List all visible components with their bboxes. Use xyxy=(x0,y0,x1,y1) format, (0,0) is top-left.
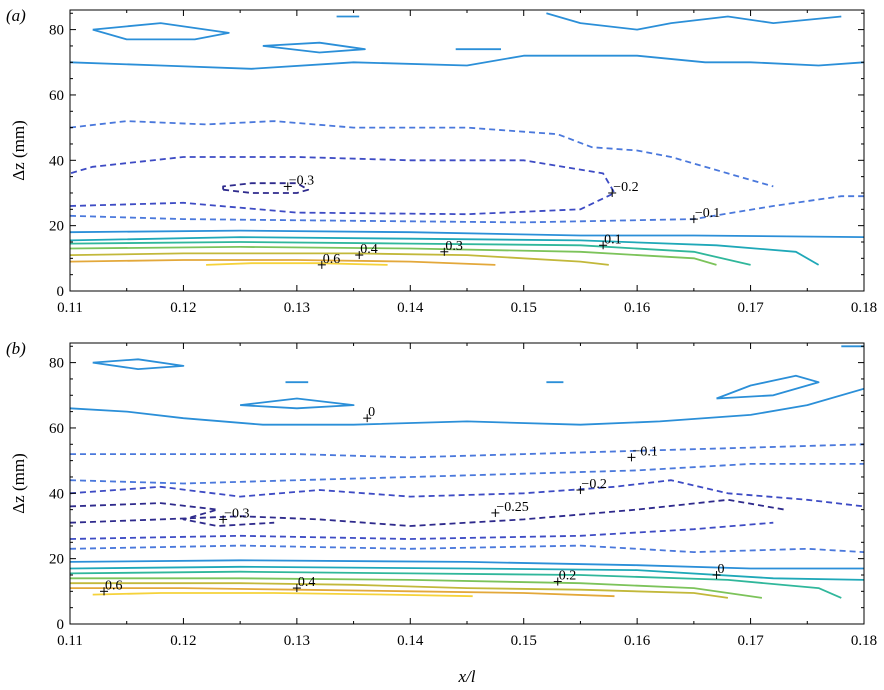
contour-line xyxy=(92,22,230,41)
y-axis-title: Δz (mm) xyxy=(9,120,28,181)
contour-line xyxy=(70,582,729,599)
y-tick-label: 20 xyxy=(49,219,64,235)
contour-line xyxy=(70,498,785,527)
x-tick-label: 0.18 xyxy=(851,300,877,316)
contour-line xyxy=(70,570,842,599)
x-tick-label: 0.12 xyxy=(170,633,196,649)
y-tick-label: 60 xyxy=(49,88,64,104)
y-tick-label: 0 xyxy=(57,284,65,300)
contour-label: 0.4 xyxy=(360,242,378,257)
x-tick-label: 0.13 xyxy=(284,633,310,649)
contour-line xyxy=(222,182,310,194)
contour-line xyxy=(70,443,864,459)
contour-line xyxy=(70,521,774,540)
contour-lines xyxy=(70,345,864,599)
contour-line xyxy=(70,195,864,224)
y-tick-label: 60 xyxy=(49,421,64,437)
panel-a: 0.11 0.12 0.13 0.14 0.15 0.16 0.17 0.18 0 20 40 60 8… xyxy=(6,6,877,316)
x-tick-label: 0.15 xyxy=(511,300,537,316)
contour-label: −0.1 xyxy=(632,444,657,459)
contour-line xyxy=(92,592,473,598)
contour-label: −0.1 xyxy=(695,206,720,221)
y-tick-label: 80 xyxy=(49,356,64,372)
contour-line xyxy=(70,587,615,598)
contour-lines xyxy=(70,12,864,266)
contour-line xyxy=(70,565,864,581)
contour-line xyxy=(70,252,609,266)
y-axis-title: Δz (mm) xyxy=(9,453,28,514)
y-tick-label: 40 xyxy=(49,486,64,502)
contour-line xyxy=(70,246,717,266)
contour-label: 0.2 xyxy=(559,569,577,584)
contour-line xyxy=(70,236,820,266)
x-tick-label: 0.12 xyxy=(170,300,196,316)
contour-line xyxy=(262,41,366,54)
contour-line xyxy=(70,463,864,485)
contour-label: −0.2 xyxy=(581,477,606,492)
y-tick-label: 0 xyxy=(57,617,65,633)
contour-line xyxy=(70,577,763,599)
contour-line xyxy=(70,156,616,216)
contour-line xyxy=(70,229,864,238)
contour-label: 0.6 xyxy=(323,252,341,267)
y-tick-label: 40 xyxy=(49,153,64,169)
contour-label: 0.3 xyxy=(445,239,463,254)
x-tick-label: 0.16 xyxy=(624,633,651,649)
x-tick-label: 0.17 xyxy=(737,300,764,316)
contour-label: −0.3 xyxy=(289,173,314,188)
contour-line xyxy=(70,502,275,527)
contour-line xyxy=(716,374,820,400)
x-tick-label: 0.14 xyxy=(397,633,424,649)
contour-line xyxy=(70,559,864,570)
contour-line xyxy=(92,358,185,370)
x-tick-label: 0.16 xyxy=(624,300,651,316)
contour-line xyxy=(239,397,355,410)
y-tick-label: 20 xyxy=(49,552,64,568)
x-tick-label: 0.11 xyxy=(57,300,83,316)
x-tick-label: 0.17 xyxy=(737,633,764,649)
panel-label: (a) xyxy=(6,6,26,25)
x-tick-label: 0.18 xyxy=(851,633,877,649)
contour-line xyxy=(70,387,864,426)
contour-label: 0 xyxy=(718,562,725,577)
contour-label: −0.25 xyxy=(496,500,528,515)
y-tick-label: 80 xyxy=(49,23,64,39)
contour-label: −0.3 xyxy=(224,506,249,521)
panel-label: (b) xyxy=(6,339,26,358)
contour-line xyxy=(70,479,864,508)
x-tick-label: 0.15 xyxy=(511,633,537,649)
contour-line xyxy=(70,241,751,266)
contour-label: 0 xyxy=(368,405,375,420)
contour-line xyxy=(70,544,864,553)
x-tick-label: 0.11 xyxy=(57,633,83,649)
contour-label: 0.4 xyxy=(298,575,316,590)
contour-line xyxy=(70,259,496,266)
contour-line xyxy=(70,120,774,188)
x-axis-title: x/l xyxy=(458,667,476,686)
panel-b: 0.11 0.12 0.13 0.14 0.15 0.16 0.17 0.18 0 20 40 60 8… xyxy=(6,339,877,686)
contour-line xyxy=(546,12,842,31)
contour-label: 0.1 xyxy=(604,232,622,247)
contour-line xyxy=(206,262,388,266)
contour-label: −0.2 xyxy=(613,180,638,195)
contour-label: 0.6 xyxy=(105,578,123,593)
contour-line xyxy=(70,54,864,70)
x-tick-label: 0.14 xyxy=(397,300,424,316)
x-tick-label: 0.13 xyxy=(284,300,310,316)
